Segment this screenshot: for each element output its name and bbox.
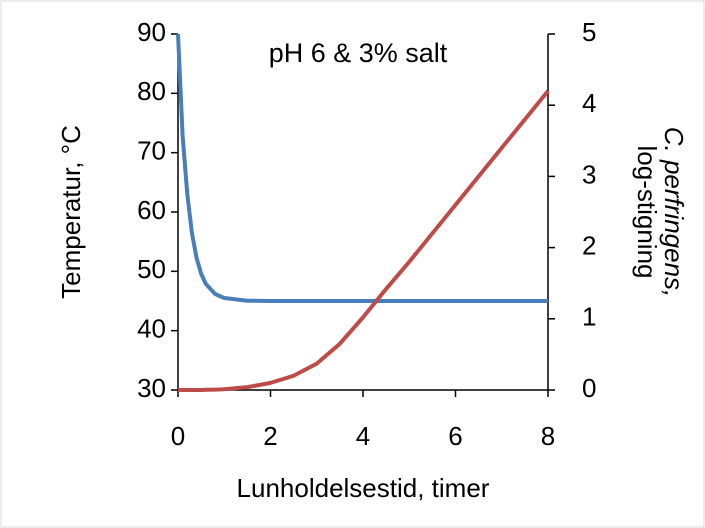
series-line bbox=[178, 89, 550, 392]
y2-tick-label: 3 bbox=[582, 159, 596, 189]
annotation: pH 6 & 3% salt bbox=[269, 38, 448, 68]
x-axis-label: Lunholdelsestid, timer bbox=[237, 473, 490, 503]
y-tick-label: 90 bbox=[137, 17, 166, 47]
y2-tick-label: 4 bbox=[582, 88, 596, 118]
y-tick-label: 40 bbox=[137, 314, 166, 344]
x-tick-label: 8 bbox=[541, 421, 555, 451]
y-tick-label: 60 bbox=[137, 195, 166, 225]
x-tick-label: 2 bbox=[263, 421, 277, 451]
y2-axis-label: C. perfringens, bbox=[659, 127, 689, 298]
y2-tick-label: 2 bbox=[582, 230, 596, 260]
y2-axis-label: log-stigning bbox=[632, 146, 662, 279]
y-tick-label: 50 bbox=[137, 254, 166, 284]
y-tick-label: 80 bbox=[137, 76, 166, 106]
x-tick-label: 6 bbox=[448, 421, 462, 451]
y-tick-label: 70 bbox=[137, 136, 166, 166]
y2-tick-label: 0 bbox=[582, 373, 596, 403]
y2-tick-label: 1 bbox=[582, 302, 596, 332]
x-tick-label: 4 bbox=[356, 421, 370, 451]
y-tick-label: 30 bbox=[137, 373, 166, 403]
series-line bbox=[176, 33, 548, 303]
x-tick-label: 0 bbox=[171, 421, 185, 451]
y2-tick-label: 5 bbox=[582, 17, 596, 47]
y-axis-label: Temperatur, °C bbox=[56, 125, 86, 299]
